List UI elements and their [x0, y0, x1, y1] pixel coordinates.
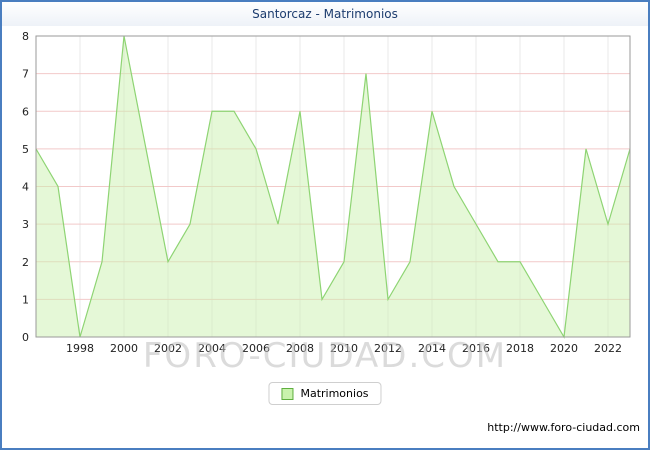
chart-title: Santorcaz - Matrimonios — [252, 7, 398, 21]
legend-swatch-matrimonios — [281, 387, 294, 400]
y-tick-label: 3 — [22, 218, 29, 231]
y-tick-label: 5 — [22, 143, 29, 156]
x-tick-label: 2022 — [594, 342, 622, 355]
x-tick-label: 2010 — [330, 342, 358, 355]
x-tick-label: 2014 — [418, 342, 446, 355]
x-tick-label: 1998 — [66, 342, 94, 355]
legend-label-matrimonios: Matrimonios — [300, 387, 369, 400]
chart-legend: Matrimonios — [268, 382, 382, 405]
x-tick-label: 2002 — [154, 342, 182, 355]
x-tick-label: 2008 — [286, 342, 314, 355]
area-series-matrimonios — [36, 36, 630, 337]
y-tick-label: 8 — [22, 30, 29, 43]
y-tick-label: 2 — [22, 256, 29, 269]
y-tick-label: 4 — [22, 181, 29, 194]
x-tick-label: 2020 — [550, 342, 578, 355]
x-tick-label: 2018 — [506, 342, 534, 355]
x-tick-label: 2004 — [198, 342, 226, 355]
x-tick-label: 2006 — [242, 342, 270, 355]
line-series-matrimonios — [35, 35, 631, 339]
y-tick-label: 0 — [22, 331, 29, 344]
x-tick-label: 2012 — [374, 342, 402, 355]
footer-url-link[interactable]: http://www.foro-ciudad.com — [487, 421, 640, 434]
x-tick-label: 2016 — [462, 342, 490, 355]
x-tick-label: 2000 — [110, 342, 138, 355]
y-tick-label: 7 — [22, 68, 29, 81]
plot-border — [35, 35, 631, 338]
y-tick-label: 6 — [22, 105, 29, 118]
y-tick-label: 1 — [22, 293, 29, 306]
title-bar: Santorcaz - Matrimonios — [2, 2, 648, 26]
